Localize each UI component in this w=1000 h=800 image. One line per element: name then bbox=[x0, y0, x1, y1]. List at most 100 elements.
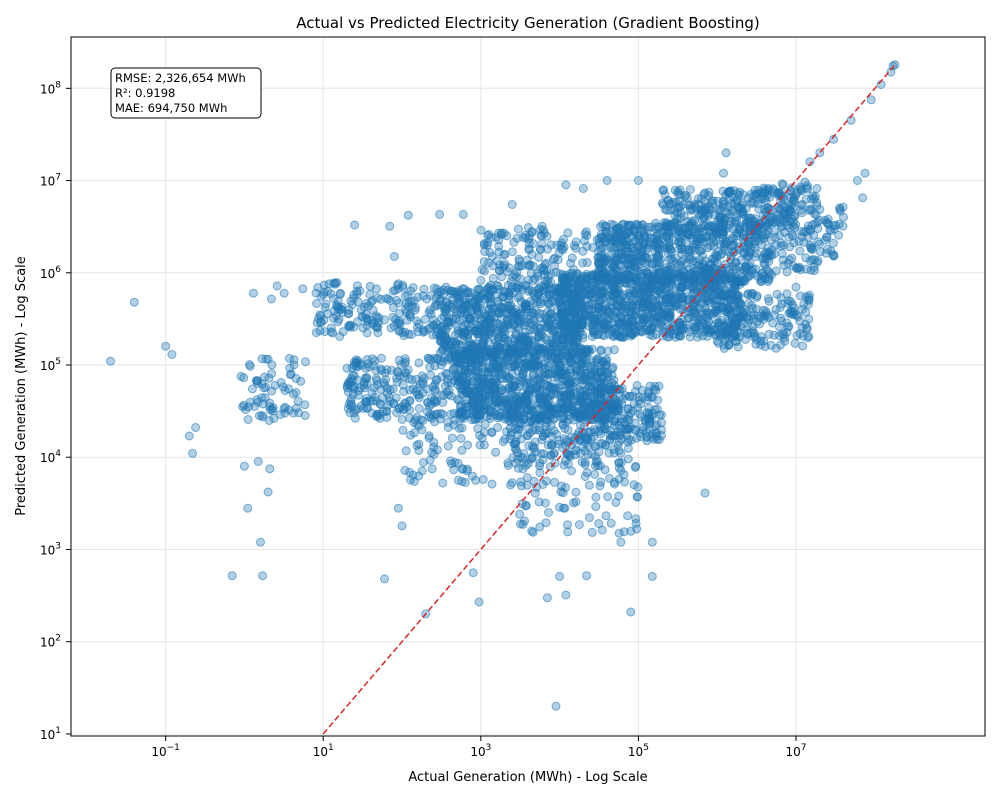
data-point bbox=[368, 295, 377, 305]
data-point bbox=[596, 345, 606, 355]
data-point bbox=[508, 272, 518, 282]
data-point bbox=[541, 315, 551, 325]
data-point bbox=[406, 330, 416, 339]
data-point bbox=[398, 425, 408, 435]
data-point bbox=[559, 503, 569, 513]
data-point bbox=[663, 195, 673, 205]
data-point bbox=[315, 326, 325, 336]
data-point bbox=[342, 363, 352, 373]
data-point bbox=[626, 607, 636, 617]
data-point bbox=[647, 233, 657, 243]
data-point bbox=[603, 492, 613, 502]
data-point bbox=[548, 254, 558, 264]
data-point bbox=[609, 345, 619, 355]
data-point bbox=[561, 456, 570, 466]
data-point bbox=[453, 475, 463, 485]
data-point bbox=[321, 299, 331, 309]
data-point bbox=[723, 306, 733, 315]
data-point bbox=[623, 220, 633, 230]
data-point bbox=[458, 209, 468, 219]
data-point bbox=[527, 452, 537, 462]
data-point bbox=[475, 291, 485, 301]
data-point bbox=[517, 419, 526, 429]
data-point bbox=[541, 518, 551, 528]
data-point bbox=[633, 482, 643, 492]
data-point bbox=[106, 356, 115, 366]
data-point bbox=[444, 317, 454, 327]
data-point bbox=[534, 425, 544, 435]
data-point bbox=[352, 281, 362, 291]
data-point bbox=[704, 317, 714, 327]
data-point bbox=[301, 357, 310, 367]
data-point bbox=[647, 571, 657, 581]
data-point bbox=[508, 407, 518, 417]
data-point bbox=[370, 356, 380, 366]
data-point bbox=[632, 492, 642, 502]
data-point bbox=[741, 261, 751, 271]
data-point bbox=[659, 218, 669, 228]
data-point bbox=[665, 244, 675, 254]
data-point bbox=[506, 430, 516, 440]
data-point bbox=[601, 221, 611, 231]
data-point bbox=[536, 264, 546, 274]
data-point bbox=[497, 230, 507, 240]
data-point bbox=[278, 382, 288, 392]
data-point bbox=[436, 409, 446, 418]
data-point bbox=[370, 392, 380, 402]
data-point bbox=[614, 446, 624, 456]
data-point bbox=[405, 396, 415, 405]
data-point bbox=[564, 378, 574, 388]
data-point bbox=[507, 362, 517, 372]
data-point bbox=[787, 253, 797, 263]
data-point bbox=[293, 396, 303, 406]
data-point bbox=[289, 355, 299, 365]
data-point bbox=[239, 373, 249, 383]
data-point bbox=[567, 253, 577, 263]
data-point bbox=[184, 431, 194, 441]
data-point bbox=[463, 333, 473, 343]
data-point bbox=[578, 184, 588, 193]
data-point bbox=[463, 440, 473, 450]
data-point bbox=[723, 325, 733, 335]
data-point bbox=[644, 419, 654, 428]
data-point bbox=[772, 289, 782, 299]
data-point bbox=[664, 289, 674, 299]
data-point bbox=[617, 414, 627, 423]
data-point bbox=[494, 247, 504, 257]
data-point bbox=[389, 252, 399, 261]
data-point bbox=[400, 398, 410, 408]
data-point bbox=[388, 303, 398, 313]
data-point bbox=[270, 380, 280, 390]
data-point bbox=[561, 279, 571, 289]
data-point bbox=[719, 168, 728, 178]
data-point bbox=[448, 365, 458, 375]
data-point bbox=[360, 383, 370, 393]
data-point bbox=[424, 308, 434, 317]
data-point bbox=[631, 518, 641, 528]
data-point bbox=[362, 328, 372, 338]
data-point bbox=[397, 521, 407, 531]
data-point bbox=[356, 401, 366, 411]
data-point bbox=[432, 375, 442, 385]
data-point bbox=[609, 421, 619, 430]
data-point bbox=[167, 350, 177, 359]
data-point bbox=[492, 256, 502, 266]
data-point bbox=[651, 386, 661, 395]
data-point bbox=[608, 331, 618, 341]
data-point bbox=[505, 374, 514, 383]
data-point bbox=[475, 431, 484, 440]
data-point bbox=[644, 403, 654, 413]
data-point bbox=[626, 291, 636, 301]
data-point bbox=[658, 186, 668, 195]
data-point bbox=[552, 429, 561, 439]
data-point bbox=[385, 396, 395, 406]
data-point bbox=[493, 423, 503, 432]
data-point bbox=[627, 330, 637, 340]
data-point bbox=[256, 537, 265, 547]
data-point bbox=[601, 360, 611, 369]
data-point bbox=[312, 299, 322, 308]
data-point bbox=[764, 329, 774, 339]
data-point bbox=[418, 291, 428, 301]
data-point bbox=[704, 187, 714, 197]
data-point bbox=[613, 403, 623, 413]
